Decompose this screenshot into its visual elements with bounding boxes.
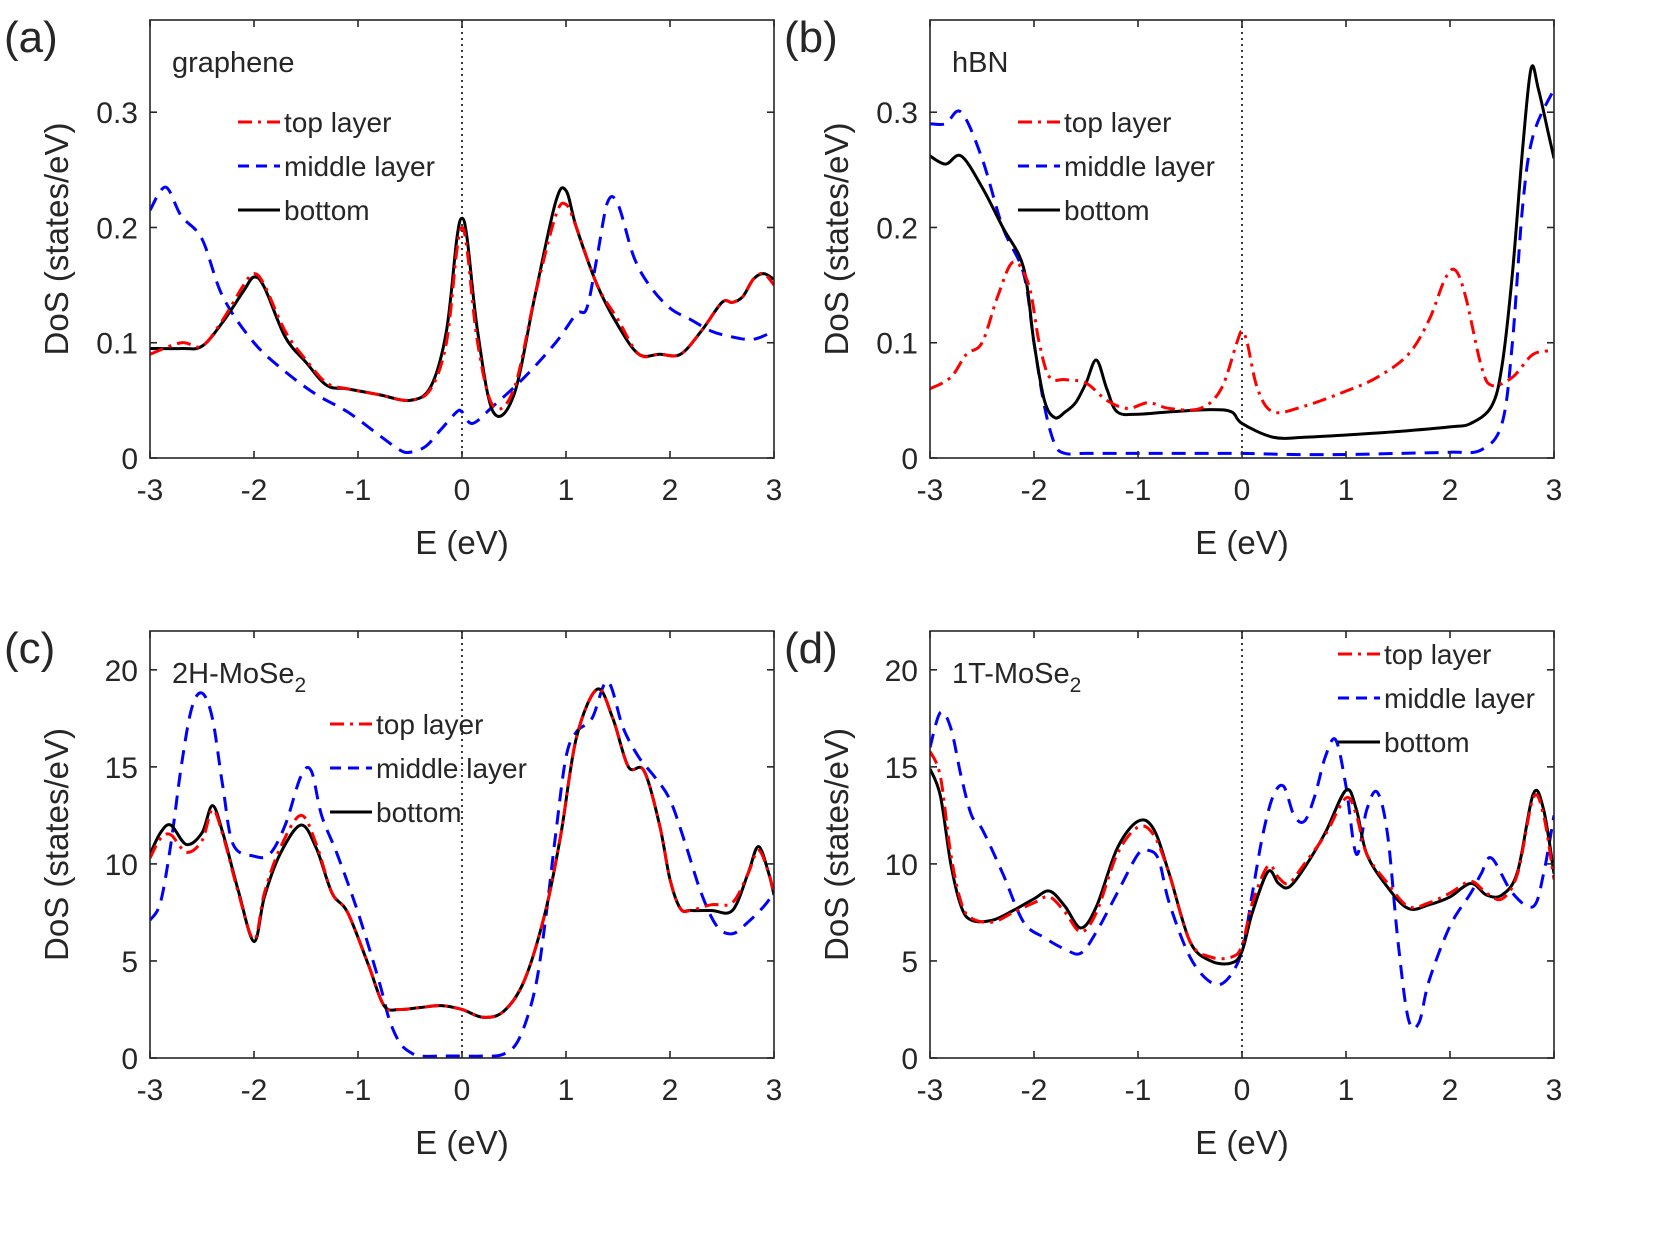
x-axis-label: E (eV) [415, 524, 509, 561]
legend: top layer middle layer bottom [1338, 639, 1535, 758]
x-tick-label: 3 [1546, 474, 1563, 507]
y-tick-label: 5 [121, 946, 138, 979]
x-axis-label: E (eV) [1195, 524, 1289, 561]
x-tick-label: 1 [558, 474, 575, 507]
legend-label: middle layer [1384, 683, 1535, 714]
y-axis-label: DoS (states/eV) [38, 728, 75, 961]
panel-label: (c) [4, 624, 55, 673]
material-annotation: hBN [952, 47, 1008, 79]
y-tick-label: 5 [901, 946, 918, 979]
series-line-top [930, 750, 1554, 961]
panel-b: (b) -3 -2 -1 0 1 2 3 0 0.1 0.2 0.3 E (eV) DoS (states… [784, 13, 1562, 561]
legend-label: bottom [284, 195, 370, 226]
legend: top layer middle layer bottom [330, 709, 527, 828]
y-tick-label: 0 [901, 1043, 918, 1076]
x-tick-label: -3 [137, 474, 164, 507]
legend: top layer middle layer bottom [238, 107, 435, 226]
y-tick-label: 0.1 [96, 328, 138, 361]
legend-label: bottom [1384, 727, 1470, 758]
x-tick-label: -2 [241, 1074, 268, 1107]
x-tick-label: 2 [662, 1074, 679, 1107]
series-line-bottom [930, 768, 1554, 966]
x-tick-label: 0 [454, 1074, 471, 1107]
legend-label: middle layer [1064, 151, 1215, 182]
x-tick-label: 1 [1338, 1074, 1355, 1107]
x-tick-label: 1 [1338, 474, 1355, 507]
series-line-top [930, 260, 1554, 415]
series-line-top [150, 687, 774, 1019]
x-tick-label: -2 [1021, 1074, 1048, 1107]
panel-label: (b) [784, 13, 838, 62]
panel-label: (a) [4, 13, 58, 62]
x-tick-label: -3 [917, 1074, 944, 1107]
x-tick-label: 0 [1234, 1074, 1251, 1107]
legend-label: top layer [284, 107, 391, 138]
y-tick-label: 10 [885, 849, 918, 882]
x-tick-label: -1 [345, 1074, 372, 1107]
y-axis-label: DoS (states/eV) [38, 123, 75, 356]
x-tick-label: 0 [454, 474, 471, 507]
panel-c: (c) -3 -2 -1 0 1 2 3 0 5 10 15 20 E (eV) DoS (states/e… [4, 624, 782, 1161]
legend-label: bottom [376, 797, 462, 828]
y-tick-label: 0.3 [876, 97, 918, 130]
y-axis-label: DoS (states/eV) [818, 728, 855, 961]
y-tick-label: 0.3 [96, 97, 138, 130]
series-line-middle [150, 679, 774, 1058]
legend-label: middle layer [376, 753, 527, 784]
y-tick-label: 0.2 [96, 212, 138, 245]
series-line-middle [150, 185, 774, 455]
legend-label: bottom [1064, 195, 1150, 226]
x-tick-label: 2 [662, 474, 679, 507]
panel-label: (d) [784, 624, 838, 673]
y-tick-label: 15 [885, 752, 918, 785]
y-axis-label: DoS (states/eV) [818, 123, 855, 356]
x-tick-label: -1 [1125, 1074, 1152, 1107]
material-annotation: 1T-MoSe2 [952, 658, 1081, 697]
y-tick-label: 15 [105, 752, 138, 785]
y-tick-label: 20 [885, 655, 918, 688]
axes-box [149, 630, 775, 1059]
x-tick-label: 3 [766, 474, 783, 507]
y-tick-label: 0.2 [876, 212, 918, 245]
x-tick-label: -2 [241, 474, 268, 507]
x-axis-label: E (eV) [415, 1124, 509, 1161]
y-tick-label: 20 [105, 655, 138, 688]
legend-label: middle layer [284, 151, 435, 182]
x-tick-label: -3 [917, 474, 944, 507]
x-tick-label: -2 [1021, 474, 1048, 507]
legend-label: top layer [1384, 639, 1491, 670]
x-tick-label: -1 [345, 474, 372, 507]
y-tick-label: 0 [901, 443, 918, 476]
legend: top layer middle layer bottom [1018, 107, 1215, 226]
panel-d: (d) -3 -2 -1 0 1 2 3 0 5 10 15 20 E (eV) DoS (states/e… [784, 624, 1562, 1161]
x-tick-label: -1 [1125, 474, 1152, 507]
y-tick-label: 0 [121, 1043, 138, 1076]
x-tick-label: 3 [766, 1074, 783, 1107]
x-tick-label: 3 [1546, 1074, 1563, 1107]
y-tick-label: 0.1 [876, 328, 918, 361]
x-tick-label: -3 [137, 1074, 164, 1107]
y-tick-label: 0 [121, 443, 138, 476]
x-tick-label: 1 [558, 1074, 575, 1107]
x-axis-label: E (eV) [1195, 1124, 1289, 1161]
x-tick-label: 0 [1234, 474, 1251, 507]
x-tick-label: 2 [1442, 474, 1459, 507]
series-line-middle [930, 88, 1554, 457]
panel-a: (a) -3 -2 -1 0 1 2 3 0 0.1 0.2 0.3 E (eV) DoS (states… [4, 13, 782, 561]
legend-label: top layer [1064, 107, 1171, 138]
material-annotation: 2H-MoSe2 [172, 658, 306, 697]
x-tick-label: 2 [1442, 1074, 1459, 1107]
series-line-bottom [930, 64, 1554, 440]
series-line-top [150, 201, 774, 411]
series-line-middle [930, 710, 1554, 1031]
material-annotation: graphene [172, 47, 295, 79]
legend-label: top layer [376, 709, 483, 740]
y-tick-label: 10 [105, 849, 138, 882]
